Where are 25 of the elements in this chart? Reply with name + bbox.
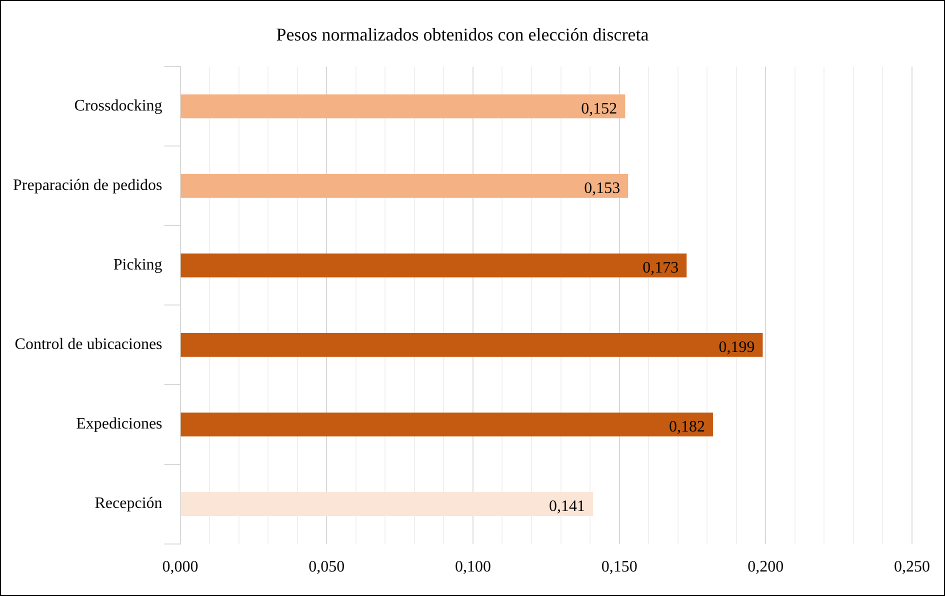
bar	[180, 333, 763, 357]
bar	[180, 94, 626, 118]
x-tick-label: 0,200	[748, 558, 784, 576]
data-label: 0,153	[584, 180, 620, 198]
data-label: 0,182	[668, 418, 705, 436]
y-tick-label: Preparación de pedidos	[13, 177, 162, 194]
data-label: 0,141	[548, 498, 585, 516]
y-tick-label: Control de ubicaciones	[14, 336, 162, 354]
x-tick-label: 0,100	[454, 558, 491, 576]
data-label: 0,173	[642, 260, 679, 277]
y-tick-label: Recepción	[94, 495, 162, 512]
chart-title: Pesos normalizados obtenidos con elección discreta	[276, 24, 649, 45]
x-tick-label: 0,150	[601, 558, 638, 576]
bar	[180, 492, 593, 516]
data-label: 0,152	[581, 100, 618, 118]
y-tick-label: Expediciones	[76, 416, 162, 433]
x-tick-label: 0,250	[894, 558, 930, 576]
y-tick-label: Picking	[113, 256, 162, 274]
data-label: 0,199	[718, 339, 755, 356]
bar	[180, 412, 713, 436]
y-tick-label: Crossdocking	[74, 98, 162, 115]
bar	[180, 254, 687, 278]
bar	[180, 174, 628, 198]
x-tick-label: 0,050	[308, 558, 345, 576]
x-tick-label: 0,000	[162, 558, 198, 576]
